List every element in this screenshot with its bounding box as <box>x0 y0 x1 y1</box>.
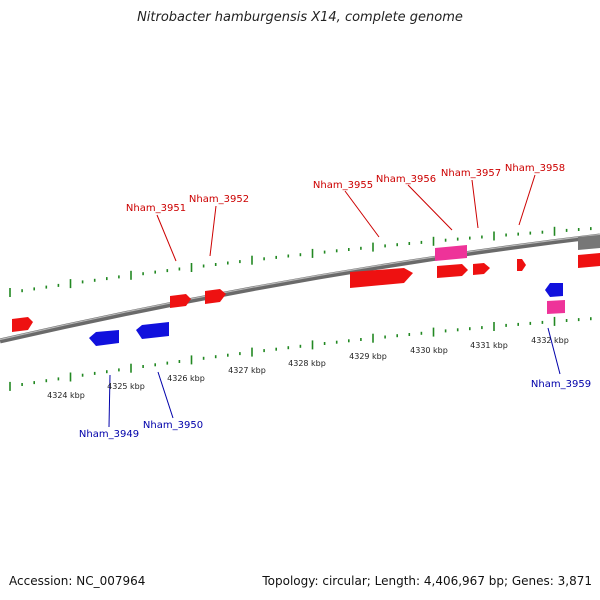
reverse-genes <box>89 283 565 346</box>
gene-arrow <box>136 322 169 339</box>
gene-arrow <box>205 289 226 304</box>
kbp-label: 4327 kbp <box>228 366 266 375</box>
gene-label-nham-3956: Nham_3956 <box>376 174 436 185</box>
gene-arrow <box>170 294 191 308</box>
gene-label-nham-3952: Nham_3952 <box>189 194 249 205</box>
gene-label-nham-3949: Nham_3949 <box>79 429 139 440</box>
kbp-label: 4328 kbp <box>288 359 326 368</box>
genome-backbone-highlight <box>0 233 600 341</box>
genome-backbone <box>0 233 600 344</box>
kbp-label: 4325 kbp <box>107 382 145 391</box>
page-title: Nitrobacter hamburgensis X14, complete g… <box>137 10 463 25</box>
gene-arrow <box>12 317 33 332</box>
forward-strand-tick-ring <box>9 226 592 297</box>
kbp-label: 4326 kbp <box>167 374 205 383</box>
reverse-strand-tick-ring <box>9 316 592 391</box>
gene-arrow <box>578 253 600 268</box>
forward-label-leaders <box>156 174 536 262</box>
kbp-label: 4324 kbp <box>47 391 85 400</box>
kbp-label: 4330 kbp <box>410 346 448 355</box>
genome-summary-text: Topology: circular; Length: 4,406,967 bp… <box>262 574 592 588</box>
gene-arrow <box>517 259 526 271</box>
rna-gene <box>547 300 565 314</box>
gene-arrow <box>350 268 413 288</box>
kbp-label: 4329 kbp <box>349 352 387 361</box>
gene-label-nham-3950: Nham_3950 <box>143 420 203 431</box>
gene-arrow <box>89 330 119 346</box>
gene-label-nham-3951: Nham_3951 <box>126 203 186 214</box>
gene-arrow <box>545 283 563 297</box>
rna-gene <box>435 245 467 261</box>
gene-arrow <box>473 263 490 275</box>
accession-text: Accession: NC_007964 <box>9 574 146 588</box>
gene-label-nham-3958: Nham_3958 <box>505 163 565 174</box>
reverse-label-leaders <box>108 327 561 428</box>
kbp-label: 4331 kbp <box>470 341 508 350</box>
gene-label-nham-3959: Nham_3959 <box>531 379 591 390</box>
gene-label-nham-3955: Nham_3955 <box>313 180 373 191</box>
gene-label-nham-3957: Nham_3957 <box>441 168 501 179</box>
gene-arrow <box>437 264 468 278</box>
gray-feature-block <box>578 235 600 250</box>
kbp-label: 4332 kbp <box>531 336 569 345</box>
forward-genes <box>12 245 600 332</box>
